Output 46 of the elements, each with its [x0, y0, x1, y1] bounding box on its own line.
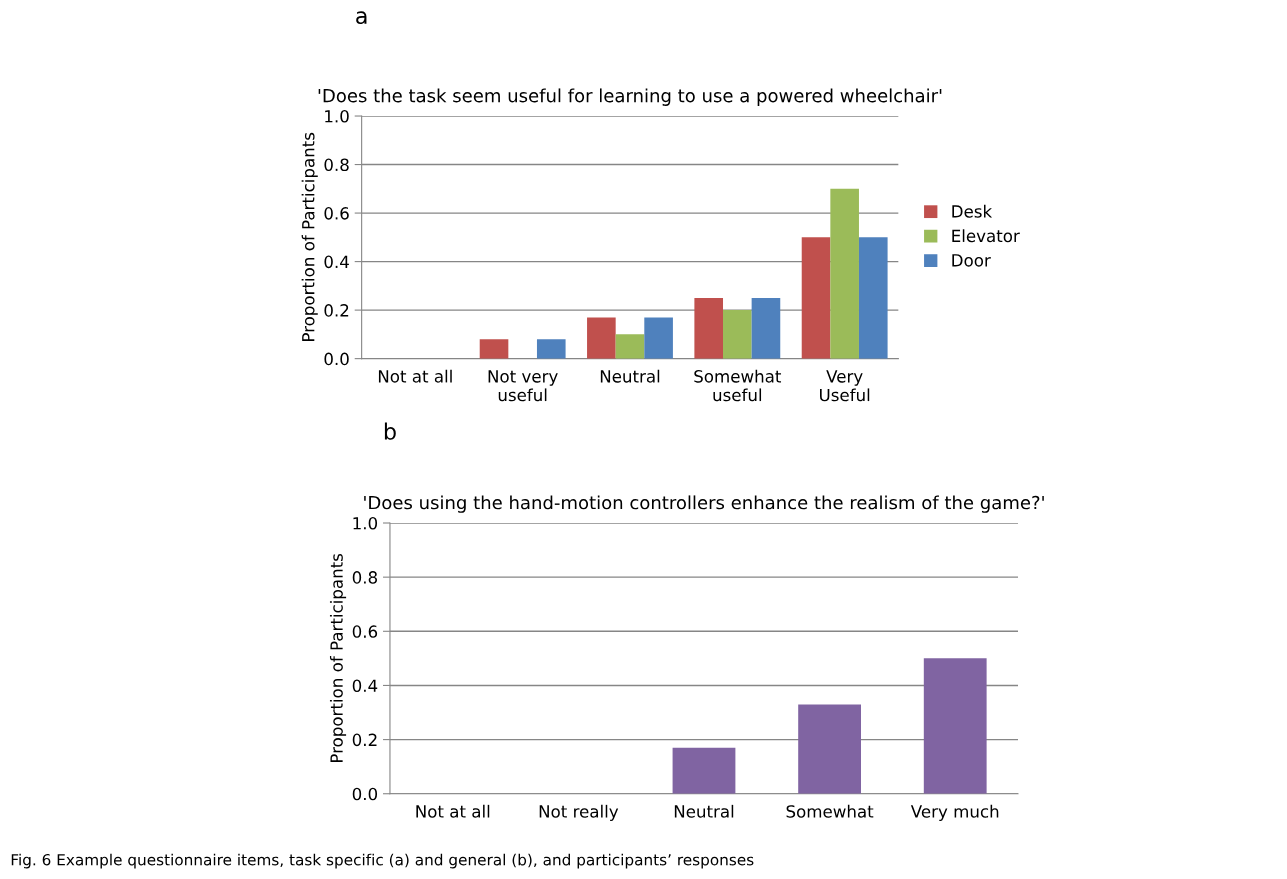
bar — [587, 317, 616, 359]
x-tick-label: Somewhat useful — [694, 369, 782, 402]
y-tick-label: 0.6 — [352, 625, 378, 638]
y-tick-label: 1.0 — [325, 109, 349, 123]
bar — [723, 310, 752, 359]
y-tick-label: 0.6 — [324, 207, 349, 220]
y-tick-label: 0.4 — [324, 255, 349, 269]
chart-title: 'Does using the hand-motion controllers enhance the realism of the game?' — [364, 495, 1044, 513]
y-axis-title: Proportion of Participants — [329, 553, 347, 763]
bar — [615, 334, 645, 359]
y-tick-label: 0.0 — [352, 787, 378, 801]
bar — [830, 188, 859, 359]
y-tick-label: 0.8 — [324, 158, 349, 172]
chart-title: 'Does the task seem useful for learning to use a powered wheelchair' — [318, 88, 942, 106]
x-tick-label: Not really — [539, 804, 619, 821]
y-tick-label: 0.8 — [352, 571, 378, 584]
bar — [798, 704, 861, 794]
y-tick-label: 1.0 — [353, 516, 378, 530]
caption: Fig. 6 Example questionnaire items, task specific (a) and general (b), and participants’ responses — [11, 853, 754, 869]
y-tick-label: 0.2 — [352, 733, 377, 747]
legend-label: Elevator — [952, 229, 1020, 243]
x-tick-label: Neutral — [600, 369, 660, 383]
y-tick-label: 0.2 — [324, 304, 349, 317]
y-tick-label: 0.4 — [352, 679, 378, 693]
x-tick-label: Not at all — [416, 804, 490, 818]
x-tick-label: Very much — [910, 804, 999, 821]
legend-label: Door — [952, 254, 991, 267]
bar — [672, 747, 736, 794]
y-axis-title: Proportion of Participants — [301, 132, 318, 341]
x-tick-label: Neutral — [674, 804, 734, 818]
bar — [858, 237, 888, 359]
legend-label: Desk — [952, 204, 993, 218]
x-tick-label: Very Useful — [820, 370, 870, 402]
bar — [801, 237, 831, 359]
text: a — [356, 11, 367, 25]
x-tick-label: Somewhat — [786, 804, 874, 818]
bar — [923, 658, 987, 794]
x-tick-label: Not at all — [378, 369, 452, 383]
y-tick-label: 0.0 — [324, 352, 349, 366]
x-tick-label: Not very useful — [488, 370, 558, 402]
text: b — [384, 422, 396, 440]
bar — [694, 297, 724, 359]
bar — [479, 339, 509, 359]
bar — [536, 339, 566, 359]
bar — [644, 317, 673, 359]
bar — [751, 297, 781, 359]
